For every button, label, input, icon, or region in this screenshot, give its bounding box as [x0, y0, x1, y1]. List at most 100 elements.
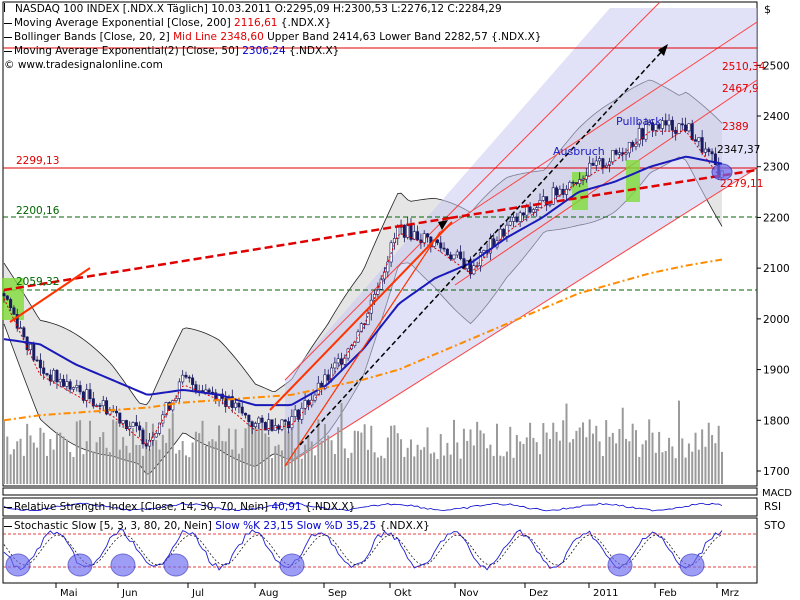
- candle-body: [191, 377, 195, 385]
- volume-bar: [267, 436, 270, 484]
- candle-body: [449, 254, 453, 260]
- candle-body: [240, 406, 244, 414]
- volume-bar: [512, 457, 515, 484]
- candle-body: [541, 196, 545, 201]
- candle-body: [131, 422, 135, 427]
- stoch-oversold-circle: [67, 553, 93, 577]
- line-icon: [4, 50, 12, 52]
- candle-body: [38, 359, 42, 369]
- volume-bar: [396, 433, 399, 484]
- volume-bar: [459, 458, 462, 484]
- candle-body: [584, 175, 588, 180]
- volume-bar: [674, 458, 677, 484]
- volume-bar: [575, 430, 578, 484]
- volume-bar: [595, 425, 598, 484]
- volume-bar: [314, 455, 317, 484]
- stoch-oversold-circle: [679, 553, 705, 577]
- volume-bar: [519, 441, 522, 484]
- projection-arrow-head: [658, 44, 668, 56]
- candle-body: [5, 295, 9, 300]
- volume-bar: [552, 422, 555, 484]
- candle-body: [568, 181, 572, 190]
- volume-bar: [585, 437, 588, 484]
- volume-bar: [145, 421, 148, 484]
- volume-bar: [393, 425, 396, 484]
- volume-bar: [582, 422, 585, 484]
- volume-bar: [476, 421, 479, 484]
- candle-body: [667, 119, 671, 126]
- volume-bar: [42, 432, 45, 484]
- trend-channel-upper-line: [284, 1, 661, 381]
- volume-bar: [79, 420, 82, 484]
- volume-bar: [717, 425, 720, 484]
- volume-bar: [191, 442, 194, 484]
- volume-bar: [158, 449, 161, 484]
- x-tick-label: Nov: [459, 588, 479, 599]
- candle-body: [558, 188, 562, 196]
- volume-bar: [446, 442, 449, 484]
- rsi-panel-frame: [2, 497, 758, 517]
- website-text: www.tradesignalonline.com: [17, 59, 163, 71]
- volume-bar: [644, 440, 647, 484]
- stoch-legend: Stochastic Slow [5, 3, 3, 80, 20, Nein] …: [4, 520, 430, 532]
- candle-body: [545, 196, 549, 206]
- volume-bar: [658, 431, 661, 484]
- volume-bar: [244, 428, 247, 484]
- candle-body: [267, 419, 271, 431]
- volume-bar: [668, 437, 671, 484]
- y-tick-label: 2200: [763, 212, 790, 224]
- x-tick-label: Sep: [328, 588, 347, 599]
- candle-body: [621, 152, 625, 155]
- volume-bar: [49, 439, 52, 484]
- rsi-suffix: {.NDX.X}: [304, 501, 356, 513]
- candle-body: [422, 233, 426, 243]
- volume-bar: [171, 412, 174, 484]
- candle-body: [184, 374, 188, 378]
- volume-bar: [545, 432, 548, 484]
- candle-body: [531, 209, 535, 213]
- candle-body: [383, 271, 387, 280]
- volume-bar: [400, 439, 403, 484]
- level-2389-label: 2389: [722, 121, 749, 133]
- volume-bar: [601, 455, 604, 484]
- candle-body: [412, 231, 416, 240]
- candle-body: [608, 161, 612, 166]
- level-2279-label: 2279,11: [720, 178, 764, 190]
- volume-bar: [628, 441, 631, 484]
- candle-body: [105, 400, 109, 415]
- volume-bar: [532, 437, 535, 484]
- volume-bar: [204, 446, 207, 484]
- rsi-title: Relative Strength Index [Close, 14, 30, …: [14, 501, 269, 513]
- candle-body: [588, 162, 592, 177]
- candle-body: [713, 153, 717, 165]
- candle-body: [148, 439, 152, 447]
- volume-bar: [505, 451, 508, 484]
- volume-bar: [515, 434, 518, 484]
- candle-body: [287, 421, 291, 429]
- candle-body: [134, 422, 138, 427]
- volume-bar: [221, 440, 224, 484]
- candle-body: [379, 278, 383, 290]
- candle-body: [71, 387, 75, 390]
- volume-bar: [701, 429, 704, 484]
- y-tick-label: 1800: [763, 415, 790, 427]
- pullback-annotation: Pullback: [616, 115, 662, 128]
- volume-bar: [294, 448, 297, 484]
- volume-bar: [224, 441, 227, 484]
- volume-bar: [691, 451, 694, 484]
- trend-line-orange: [269, 221, 453, 411]
- stoch-oversold-circle: [110, 553, 136, 577]
- candle-body: [48, 374, 52, 382]
- candle-body: [296, 409, 300, 420]
- volume-bar: [456, 442, 459, 484]
- candle-body: [78, 385, 82, 393]
- volume-bar: [486, 448, 489, 484]
- y-tick-label: 1900: [763, 365, 790, 377]
- volume-bar: [548, 439, 551, 484]
- stoch-oversold-circle: [163, 553, 189, 577]
- candle-body: [644, 123, 648, 140]
- candle-body: [42, 367, 46, 374]
- volume-bar: [419, 449, 422, 484]
- y-tick-label: 2500: [763, 60, 790, 72]
